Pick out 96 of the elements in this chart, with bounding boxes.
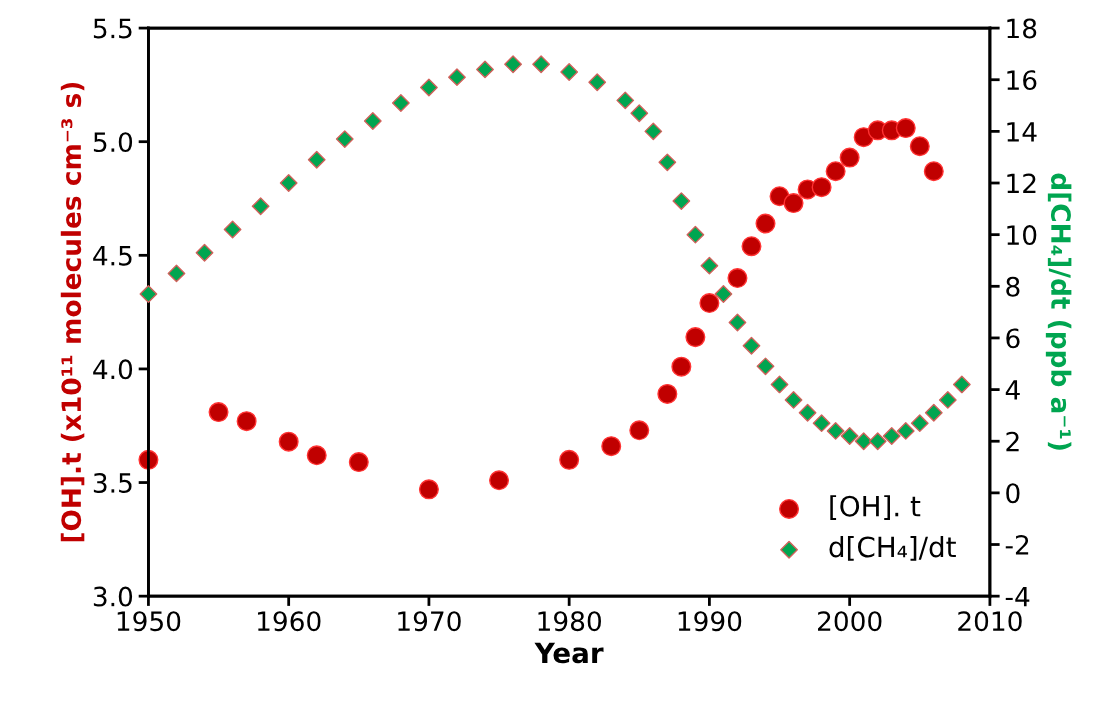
point (658, 153, 677, 172)
x-tick-label: 2000 (818, 611, 882, 632)
point (588, 73, 607, 92)
point (616, 91, 635, 110)
point (279, 174, 298, 192)
point (727, 268, 748, 289)
point (418, 479, 439, 500)
y2-tick-label: 2 (1006, 431, 1019, 452)
y-tick-label: 3.5 (93, 472, 132, 493)
point (923, 161, 944, 182)
point (755, 213, 776, 234)
point (812, 414, 831, 433)
point (685, 327, 706, 348)
point (251, 197, 270, 216)
point (839, 147, 860, 168)
point (909, 136, 930, 157)
y2-tick-label: -4 (1005, 586, 1030, 607)
point (420, 78, 438, 97)
y2-tick-label: 10 (1007, 225, 1037, 246)
point (363, 112, 382, 130)
point (208, 402, 229, 423)
point (952, 375, 971, 394)
point (825, 161, 846, 182)
point (139, 285, 158, 303)
point (278, 431, 299, 452)
y-tick-label: 3.0 (93, 586, 133, 607)
y-tick-label: 4.5 (93, 246, 132, 266)
point (448, 68, 466, 87)
y2-tick-label: 6 (1006, 328, 1020, 349)
point (167, 264, 186, 283)
x-tick-label: 1990 (678, 611, 742, 632)
point (826, 421, 845, 440)
point (742, 336, 761, 355)
point (335, 130, 354, 149)
y-tick-label: 4.0 (93, 359, 133, 380)
point (783, 193, 804, 214)
point (882, 427, 901, 445)
point (195, 243, 214, 262)
point (236, 411, 257, 432)
point (601, 436, 622, 457)
y-axis-title: [OH].t (x10¹¹ molecules cm⁻³ s) (60, 82, 85, 542)
point (348, 452, 369, 473)
point (784, 391, 803, 409)
y2-tick-label: 18 (1007, 18, 1037, 39)
point (756, 357, 775, 376)
point (223, 220, 242, 239)
point (700, 256, 719, 275)
point (629, 420, 650, 441)
point (896, 421, 915, 440)
point (307, 150, 326, 169)
point (868, 432, 887, 451)
point (630, 104, 649, 123)
point (811, 177, 832, 198)
y2-tick-label: 12 (1007, 173, 1036, 194)
x-tick-label: 1950 (117, 611, 181, 632)
point (798, 403, 817, 422)
y2-tick-label: 0 (1006, 483, 1020, 504)
point (489, 470, 510, 491)
x-axis-title: Year (534, 642, 604, 664)
point (532, 55, 551, 74)
y-tick-label: 5.5 (93, 18, 132, 39)
legend-label: d[CH₄]/dt (829, 535, 956, 561)
y2-tick-label: 14 (1007, 122, 1037, 142)
point (910, 414, 929, 433)
point (504, 55, 522, 74)
point (476, 60, 494, 79)
y2-tick-label: 8 (1006, 276, 1020, 297)
point (671, 356, 692, 377)
point (854, 432, 873, 451)
point (672, 192, 691, 210)
point (924, 403, 943, 422)
x-tick-label: 1980 (538, 611, 601, 632)
point (306, 445, 327, 466)
point (728, 313, 747, 332)
y2-axis-title: d[CH₄]/dt (ppb a⁻¹) (1045, 173, 1072, 450)
point (741, 236, 762, 257)
x-tick-label: 1970 (398, 611, 461, 632)
y-tick-label: 5.0 (93, 132, 133, 153)
point (644, 122, 663, 141)
point (714, 285, 733, 303)
point (391, 94, 410, 112)
point (699, 293, 720, 314)
y2-tick-label: -2 (1005, 534, 1029, 555)
point (657, 383, 678, 404)
point (770, 375, 789, 394)
point (560, 63, 579, 81)
x-tick-label: 2010 (958, 611, 1022, 632)
x-tick-label: 1960 (257, 611, 321, 632)
point (559, 449, 580, 470)
point (840, 427, 859, 445)
point (938, 391, 957, 409)
legend-label: [OH]. t (830, 495, 921, 520)
y2-tick-label: 16 (1007, 70, 1037, 91)
y2-tick-label: 4 (1005, 380, 1020, 400)
point (686, 225, 705, 244)
point (895, 118, 916, 139)
